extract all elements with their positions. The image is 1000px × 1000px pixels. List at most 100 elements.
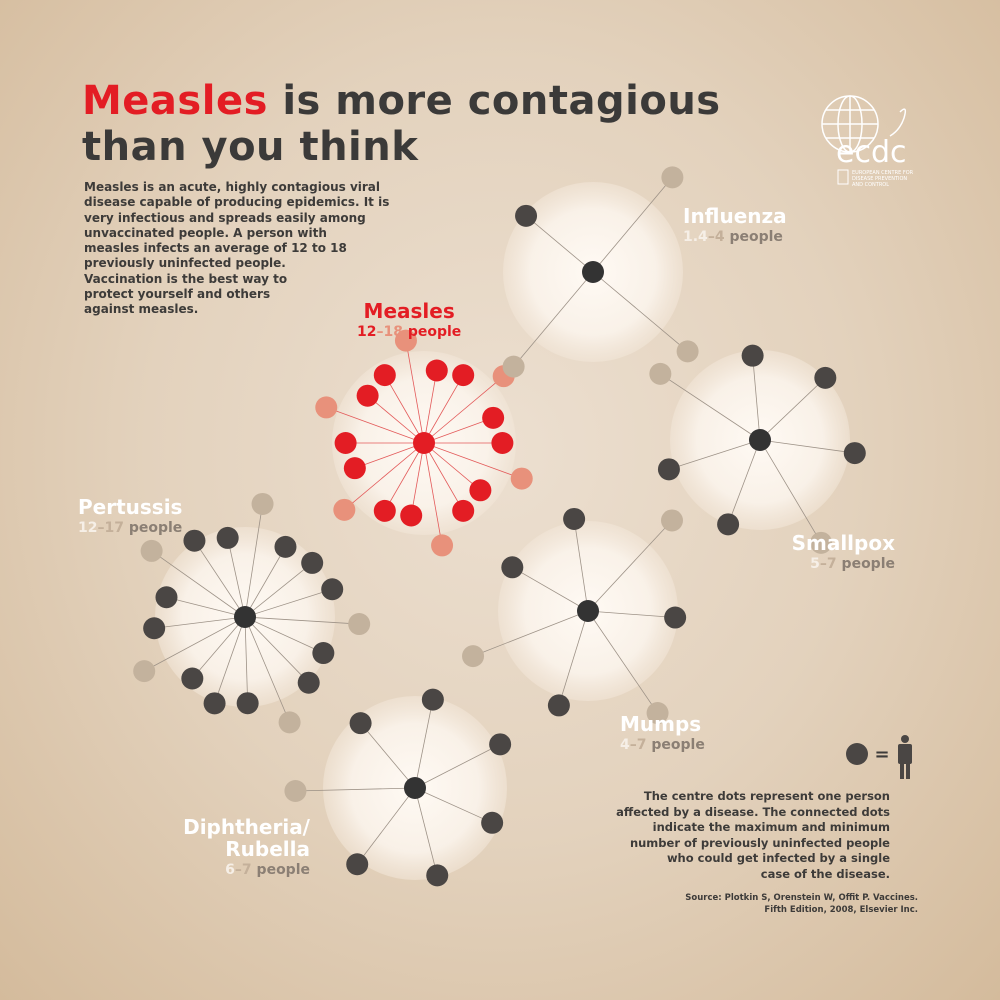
max-dot [676,340,699,363]
note-line: who could get infected by a single [666,851,890,865]
min-dot [301,551,324,574]
min-dot [657,458,680,481]
min-dot [843,442,866,465]
spoke [414,787,438,876]
min-dot [321,578,344,601]
person-icon [898,735,912,779]
source: Source: Plotkin S, Orenstein W, Offit P.… [685,893,918,916]
spoke [423,374,464,444]
range-min: 4 [620,737,630,753]
range-min: 1.4 [683,229,708,245]
spoke [344,442,425,511]
min-dot [183,529,206,552]
disease-range: 5–7 people [792,554,895,574]
spokes [462,507,687,725]
min-dot [717,513,740,536]
title-line: than you think [82,124,419,170]
spoke [513,271,594,367]
max-dot [284,779,307,802]
disease-name: Diphtheria/ [183,815,310,839]
source-line: Source: Plotkin S, Orenstein W, Offit P.… [685,893,918,903]
range-max: 17 [104,520,124,536]
range-unit: people [256,862,310,878]
min-dot [349,712,372,735]
max-dot [502,355,525,378]
disease-label: Smallpox 5–7 people [792,532,895,574]
range-min: 12 [357,324,377,340]
spoke [214,616,246,704]
spoke [244,588,333,618]
disease-label: Influenza 1.4–4 people [683,205,787,247]
note-line: affected by a disease. The connected dot… [616,804,890,819]
disease-name: Rubella [225,837,310,861]
spoke [587,520,673,612]
spokes [133,492,371,734]
range-min: 5 [810,556,820,572]
center-dot [577,600,599,622]
disease-name: Pertussis [78,495,183,519]
disease-label: Mumps 4–7 people [620,713,705,755]
range-separator: – [376,324,384,340]
max-dot [510,467,533,490]
max-dot [278,711,301,734]
range-max: 4 [714,229,725,245]
description-line: Measles is an acute, highly contagious v… [84,180,381,194]
spoke [244,562,313,618]
spokes [649,344,866,554]
range-max: 7 [636,737,647,753]
title-highlight: Measles [82,78,268,124]
disease-name: Mumps [620,712,702,736]
min-dot [501,556,524,579]
spoke [244,616,290,723]
min-dot [216,526,239,549]
disease-range: 1.4–4 people [683,227,787,247]
spoke [360,722,416,789]
spoke [525,215,594,273]
min-dot [482,406,505,429]
spoke [414,699,434,789]
min-dot [563,507,586,530]
spokes [284,688,512,887]
range-separator: – [819,556,827,572]
spoke [384,374,425,444]
spoke [410,442,425,516]
spoke [405,340,425,444]
description-line: Vaccination is the best way to [84,271,288,286]
min-dot [274,535,297,558]
max-dot [661,509,684,532]
spoke [414,743,501,789]
legend-equals: = [874,744,889,765]
disease-range: 4–7 people [620,735,705,755]
spoke [587,610,676,618]
note-line: indicate the maximum and minimum [652,820,890,834]
max-dot [649,362,672,385]
legend-note: The centre dots represent one person affe… [616,789,890,882]
disease-range: 6–7 people [183,860,310,880]
spokes [502,166,699,378]
spoke [573,518,589,612]
spoke [423,442,464,512]
description-line: measles infects an average of 12 to 18 [84,241,347,256]
min-dot [400,504,423,527]
range-unit: people [128,520,183,536]
spoke [587,610,658,714]
max-dot [394,329,417,352]
spoke [660,373,761,441]
description-line: protect yourself and others [84,287,271,302]
min-dot [297,671,320,694]
spoke [423,442,481,491]
disease-range: 12–17 people [78,518,182,538]
description-line: against measles. [84,302,199,317]
note-line: case of the disease. [760,866,890,881]
description: Measles is an acute, highly contagious v… [84,180,389,318]
source-line: Fifth Edition, 2008, Elsevier Inc. [764,904,918,915]
spoke [227,537,246,618]
min-dot [373,499,396,522]
spoke [423,375,504,444]
min-dot [421,688,444,711]
spoke [244,503,263,618]
spoke [558,610,589,706]
spoke [512,566,589,612]
description-line: disease capable of producing epidemics. … [84,195,390,210]
